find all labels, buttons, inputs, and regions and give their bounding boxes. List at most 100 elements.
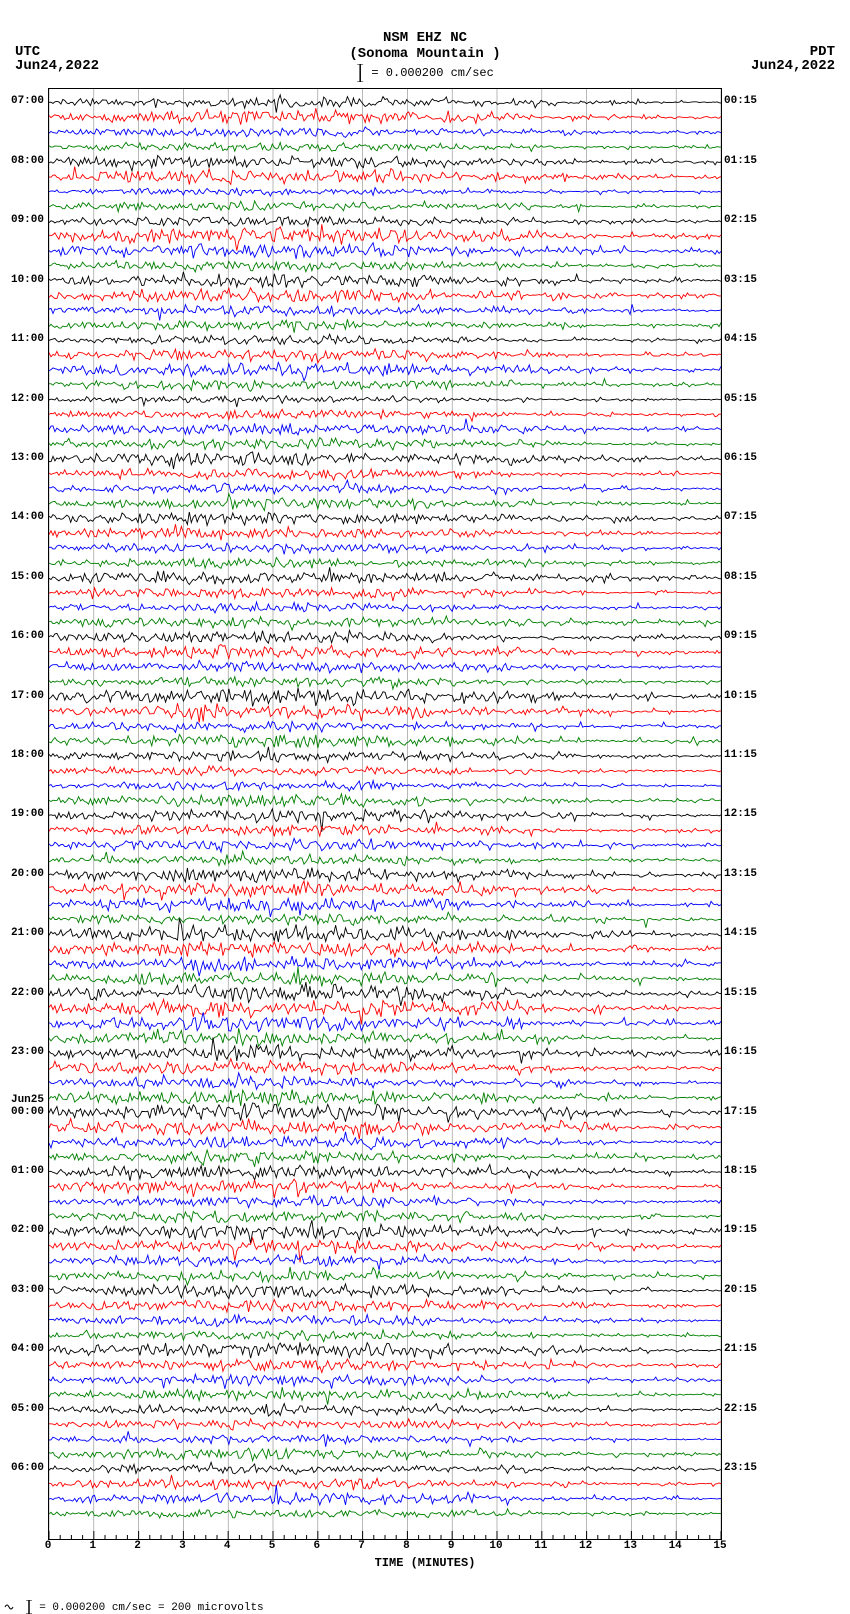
trace-line	[49, 127, 721, 137]
x-tick-label: 13	[624, 1540, 637, 1552]
trace-line	[49, 396, 721, 408]
utc-hour-label: 12:00	[11, 394, 44, 405]
x-tick-label: 11	[534, 1540, 547, 1552]
footer-scale: = 0.000200 cm/sec = 200 microvolts	[4, 1600, 264, 1614]
pdt-hour-label: 05:15	[724, 394, 757, 405]
x-tick-label: 3	[179, 1540, 186, 1552]
trace-line	[49, 868, 721, 883]
trace-line	[49, 1103, 721, 1123]
utc-hour-label: 15:00	[11, 572, 44, 583]
utc-hour-label: 14:00	[11, 512, 44, 523]
trace-line	[49, 645, 721, 659]
trace-line	[49, 703, 721, 722]
trace-line	[49, 1419, 721, 1430]
trace-line	[49, 747, 721, 763]
trace-line	[49, 419, 721, 435]
trace-line	[49, 243, 721, 259]
pdt-hour-label: 19:15	[724, 1225, 757, 1236]
trace-line	[49, 95, 721, 113]
trace-line	[49, 735, 721, 749]
x-tick-label: 7	[358, 1540, 365, 1552]
trace-line	[49, 688, 721, 707]
x-tick-label: 2	[134, 1540, 141, 1552]
trace-line	[49, 809, 721, 832]
pdt-hour-label: 17:15	[724, 1107, 757, 1118]
station-name: (Sonoma Mountain )	[349, 46, 500, 62]
utc-hour-label: 17:00	[11, 691, 44, 702]
trace-line	[49, 1404, 721, 1416]
pdt-hour-label: 03:15	[724, 275, 757, 286]
trace-line	[49, 188, 721, 197]
trace-line	[49, 941, 721, 957]
x-tick-label: 4	[224, 1540, 231, 1552]
footer-text: = 0.000200 cm/sec = 200 microvolts	[39, 1602, 263, 1614]
x-tick-label: 12	[579, 1540, 592, 1552]
trace-line	[49, 1196, 721, 1208]
seismogram-svg	[49, 89, 721, 1539]
trace-line	[49, 1179, 721, 1198]
trace-line	[49, 630, 721, 643]
trace-line	[49, 851, 721, 866]
trace-line	[49, 480, 721, 494]
trace-line	[49, 438, 721, 451]
trace-line	[49, 108, 721, 125]
utc-hour-label: 09:00	[11, 215, 44, 226]
pdt-hour-label: 08:15	[724, 572, 757, 583]
trace-line	[49, 1462, 721, 1474]
trace-line	[49, 766, 721, 776]
trace-line	[49, 261, 721, 272]
x-tick-label: 6	[313, 1540, 320, 1552]
x-tick-label: 14	[669, 1540, 682, 1552]
trace-line	[49, 468, 721, 480]
pdt-hour-labels: 00:1501:1502:1503:1504:1505:1506:1507:15…	[722, 88, 782, 1538]
right-date: Jun24,2022	[751, 58, 835, 74]
trace-line	[49, 602, 721, 613]
trace-line	[49, 794, 721, 807]
pdt-hour-label: 15:15	[724, 988, 757, 999]
trace-line	[49, 543, 721, 554]
pdt-hour-label: 11:15	[724, 750, 757, 761]
pdt-hour-label: 20:15	[724, 1285, 757, 1296]
pdt-hour-label: 10:15	[724, 691, 757, 702]
trace-line	[49, 1475, 721, 1490]
utc-hour-label: 03:00	[11, 1285, 44, 1296]
trace-line	[49, 1073, 721, 1090]
trace-line	[49, 1119, 721, 1140]
trace-line	[49, 512, 721, 526]
pdt-hour-label: 23:15	[724, 1463, 757, 1474]
trace-line	[49, 912, 721, 927]
utc-hour-label: 00:00	[11, 1107, 44, 1118]
trace-line	[49, 319, 721, 332]
pdt-hour-label: 01:15	[724, 156, 757, 167]
trace-line	[49, 452, 721, 469]
trace-line	[49, 1359, 721, 1373]
trace-line	[49, 409, 721, 421]
trace-line	[49, 1090, 721, 1106]
trace-line	[49, 494, 721, 511]
pdt-hour-label: 12:15	[724, 809, 757, 820]
utc-hour-label: 23:00	[11, 1047, 44, 1058]
trace-line	[49, 1012, 721, 1031]
x-tick-label: 0	[45, 1540, 52, 1552]
trace-line	[49, 288, 721, 303]
trace-line	[49, 1238, 721, 1262]
trace-line	[49, 1509, 721, 1518]
left-date: Jun24,2022	[15, 58, 99, 74]
utc-hour-label: 20:00	[11, 869, 44, 880]
trace-line	[49, 1448, 721, 1461]
x-tick-label: 9	[448, 1540, 455, 1552]
trace-line	[49, 1485, 721, 1505]
trace-line	[49, 588, 721, 601]
trace-line	[49, 1315, 721, 1327]
trace-line	[49, 1300, 721, 1312]
trace-line	[49, 167, 721, 185]
utc-hour-label: 21:00	[11, 928, 44, 939]
trace-line	[49, 660, 721, 673]
trace-line	[49, 1150, 721, 1167]
trace-line	[49, 898, 721, 917]
trace-line	[49, 1028, 721, 1046]
trace-line	[49, 1038, 721, 1064]
trace-line	[49, 567, 721, 584]
utc-hour-label: 22:00	[11, 988, 44, 999]
trace-line	[49, 1342, 721, 1359]
